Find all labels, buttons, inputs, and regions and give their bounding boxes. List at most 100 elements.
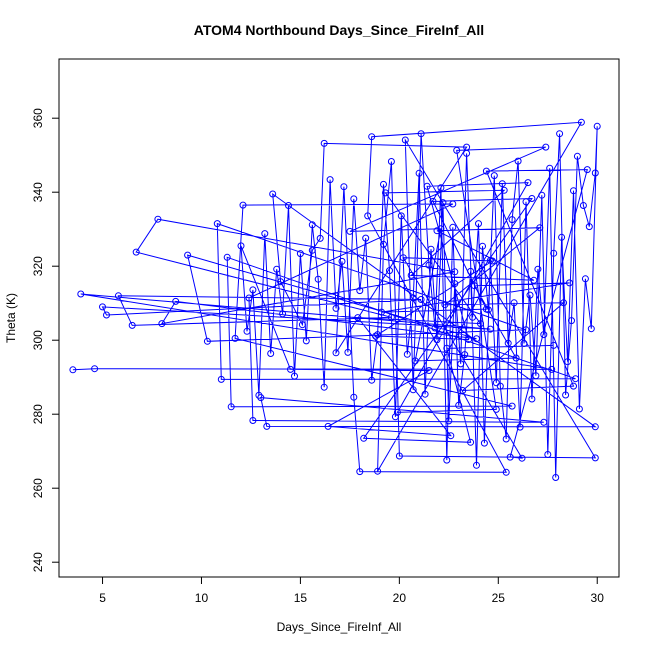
data-point bbox=[380, 180, 387, 188]
data-point bbox=[492, 379, 500, 387]
plot-area bbox=[69, 118, 601, 481]
data-point bbox=[382, 189, 389, 197]
data-point bbox=[429, 197, 437, 205]
data-point bbox=[132, 248, 140, 256]
data-point bbox=[261, 230, 269, 238]
data-point bbox=[552, 474, 560, 481]
data-point bbox=[223, 253, 231, 261]
data-point bbox=[449, 223, 457, 231]
data-point bbox=[577, 118, 585, 126]
data-point bbox=[374, 467, 382, 475]
x-tick-label: 25 bbox=[492, 591, 506, 605]
data-point bbox=[451, 268, 459, 276]
data-point bbox=[431, 324, 439, 332]
data-point bbox=[449, 200, 457, 208]
data-point bbox=[441, 301, 449, 309]
data-point bbox=[558, 233, 566, 241]
data-point bbox=[231, 334, 239, 342]
data-point bbox=[332, 349, 340, 357]
data-point bbox=[415, 169, 423, 177]
data-point bbox=[542, 143, 550, 151]
data-point bbox=[504, 339, 512, 347]
data-point bbox=[386, 267, 393, 275]
data-point bbox=[469, 313, 477, 321]
y-axis: 240 260 280 300 320 340 360 bbox=[31, 108, 59, 572]
data-point bbox=[591, 423, 599, 431]
data-point bbox=[269, 190, 277, 198]
data-point bbox=[564, 358, 572, 366]
data-point bbox=[391, 413, 399, 421]
series-line bbox=[72, 121, 598, 478]
data-point bbox=[338, 257, 346, 265]
data-point bbox=[360, 434, 368, 442]
data-point bbox=[255, 391, 263, 399]
data-point bbox=[455, 401, 463, 409]
data-point bbox=[354, 314, 362, 322]
data-point bbox=[508, 402, 516, 410]
data-point bbox=[368, 133, 376, 141]
data-point bbox=[393, 408, 401, 416]
data-point bbox=[399, 254, 407, 262]
data-point bbox=[267, 350, 275, 357]
data-point bbox=[528, 395, 536, 403]
data-point bbox=[374, 331, 382, 339]
data-point bbox=[103, 311, 110, 319]
data-point bbox=[540, 418, 548, 426]
data-point bbox=[451, 280, 459, 288]
data-point bbox=[364, 212, 372, 220]
data-point bbox=[461, 351, 469, 359]
data-point bbox=[356, 287, 364, 295]
data-point bbox=[237, 242, 245, 250]
y-tick-label: 240 bbox=[31, 552, 45, 572]
data-point bbox=[213, 220, 221, 228]
data-point bbox=[548, 365, 556, 373]
data-point bbox=[427, 245, 435, 253]
data-point bbox=[154, 215, 162, 223]
data-point bbox=[583, 166, 591, 174]
data-point bbox=[172, 297, 180, 305]
data-point bbox=[550, 341, 558, 349]
data-point bbox=[263, 422, 271, 430]
data-point bbox=[423, 182, 431, 190]
data-point bbox=[587, 325, 595, 333]
data-point bbox=[425, 367, 433, 374]
data-point bbox=[425, 261, 433, 269]
data-point bbox=[475, 220, 482, 228]
x-tick-label: 5 bbox=[99, 591, 106, 605]
data-point bbox=[467, 267, 475, 275]
x-tick-label: 20 bbox=[393, 591, 407, 605]
data-point bbox=[217, 375, 225, 383]
data-point bbox=[480, 439, 488, 447]
data-point bbox=[433, 227, 441, 235]
data-point bbox=[593, 122, 601, 130]
data-point bbox=[350, 195, 358, 203]
data-point bbox=[526, 291, 534, 299]
data-point bbox=[77, 290, 85, 298]
data-point bbox=[128, 321, 136, 329]
data-point bbox=[479, 242, 486, 250]
data-point bbox=[445, 417, 453, 425]
data-point bbox=[591, 169, 599, 177]
data-point bbox=[314, 275, 322, 283]
data-point bbox=[243, 327, 251, 335]
data-point bbox=[407, 271, 415, 279]
data-point bbox=[91, 365, 99, 373]
data-point bbox=[522, 326, 530, 334]
data-point bbox=[184, 251, 192, 259]
data-point bbox=[324, 422, 332, 430]
data-point bbox=[473, 335, 480, 343]
data-point bbox=[99, 303, 106, 311]
data-point bbox=[326, 176, 334, 184]
data-point bbox=[69, 366, 77, 374]
data-point bbox=[492, 405, 500, 413]
data-point bbox=[544, 451, 552, 458]
data-point bbox=[403, 350, 411, 358]
data-point bbox=[316, 234, 324, 242]
data-point bbox=[573, 152, 581, 160]
data-point bbox=[514, 157, 522, 165]
y-tick-label: 360 bbox=[31, 108, 45, 128]
data-point bbox=[320, 383, 328, 391]
data-point bbox=[502, 468, 510, 476]
data-point bbox=[575, 405, 583, 413]
